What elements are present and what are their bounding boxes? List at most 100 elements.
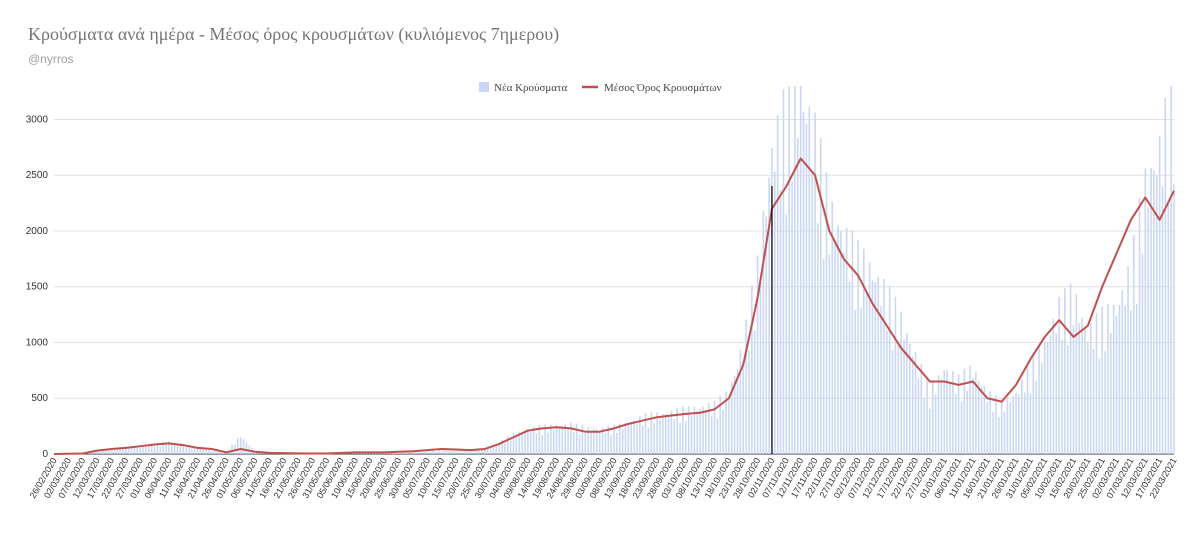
daily-bar (1112, 304, 1115, 454)
daily-bar (1012, 396, 1014, 454)
daily-bar (713, 400, 716, 454)
daily-bar (555, 425, 558, 454)
daily-bar (1052, 318, 1055, 454)
daily-bar (636, 424, 638, 454)
daily-bar (116, 448, 118, 454)
daily-bar (929, 408, 931, 454)
daily-bar (1121, 290, 1124, 454)
daily-bar (1098, 358, 1101, 454)
daily-bar (676, 407, 678, 454)
daily-bar (541, 435, 543, 454)
daily-bar (443, 449, 446, 454)
daily-bar (162, 441, 164, 454)
daily-bar (145, 444, 147, 454)
daily-bar (848, 281, 851, 454)
daily-bar (535, 433, 538, 454)
legend-label-bars: Νέα Κρούσματα (494, 82, 567, 94)
daily-bar (834, 240, 836, 454)
daily-bar (512, 432, 515, 454)
daily-bar (926, 379, 928, 454)
daily-bar (791, 181, 793, 454)
chart-subtitle: @nyrros (28, 52, 74, 66)
daily-bar (570, 422, 572, 454)
daily-bar (575, 423, 578, 454)
daily-bar (216, 450, 219, 454)
daily-bar (1118, 305, 1121, 454)
daily-bar (943, 370, 946, 454)
daily-bar (762, 211, 765, 454)
daily-bar (259, 452, 262, 454)
daily-bar (237, 438, 239, 454)
daily-bar (1055, 333, 1058, 454)
daily-bar (409, 452, 411, 454)
daily-bar (825, 172, 828, 454)
legend-swatch-bars (479, 82, 489, 92)
daily-bar (185, 446, 187, 454)
daily-bar (1110, 333, 1112, 454)
daily-bar (1029, 393, 1032, 454)
daily-bar (647, 427, 650, 454)
daily-bar (797, 138, 799, 455)
daily-bar (1046, 341, 1049, 454)
daily-bar (877, 277, 879, 454)
moving-average-line (53, 157, 1175, 455)
daily-bar (633, 420, 635, 454)
daily-bar (883, 278, 885, 454)
daily-bar (725, 391, 727, 454)
daily-bar (897, 342, 900, 454)
daily-bar (142, 445, 144, 454)
daily-bar (653, 422, 655, 454)
daily-bar (716, 418, 719, 454)
daily-bar (1141, 253, 1144, 454)
daily-bar (1153, 170, 1155, 454)
daily-bar (446, 450, 449, 454)
daily-bar (400, 452, 403, 454)
daily-bar (779, 190, 782, 454)
daily-bar (1009, 402, 1012, 454)
daily-bar (598, 431, 601, 454)
daily-bar (664, 414, 667, 454)
daily-bar (581, 425, 584, 454)
daily-bar (196, 448, 199, 454)
daily-bar (808, 107, 811, 454)
daily-bar (1155, 175, 1158, 454)
daily-bar (461, 449, 463, 454)
daily-bar (104, 448, 107, 454)
daily-bar (1084, 326, 1086, 454)
daily-bar (506, 436, 509, 454)
y-tick-label: 0 (42, 449, 48, 460)
daily-bar (504, 443, 506, 454)
daily-bar (125, 445, 127, 454)
daily-bar (607, 425, 610, 454)
daily-bar (828, 254, 831, 454)
daily-bar (1021, 379, 1023, 454)
daily-bar (107, 448, 110, 454)
daily-bar (173, 443, 176, 454)
daily-bar (501, 440, 503, 454)
daily-bar (851, 231, 854, 454)
daily-bar (489, 446, 492, 454)
daily-bar (934, 394, 937, 454)
daily-bar (412, 452, 414, 454)
daily-bar (102, 449, 104, 454)
daily-bar (980, 387, 983, 454)
daily-bar (768, 177, 770, 454)
daily-bar (432, 450, 434, 454)
daily-bar (914, 352, 917, 454)
daily-bar (730, 382, 733, 454)
daily-bar (1092, 349, 1095, 454)
daily-bar (1115, 315, 1118, 454)
daily-bar (469, 449, 472, 454)
daily-bar (1150, 168, 1152, 454)
daily-bar (624, 423, 627, 454)
daily-bar (805, 123, 808, 455)
daily-bar (159, 446, 162, 454)
daily-bar (670, 410, 673, 454)
daily-bar (1066, 345, 1069, 454)
daily-bar (435, 451, 437, 454)
daily-bar (909, 343, 911, 454)
daily-bar (1170, 86, 1172, 454)
daily-bar (917, 378, 920, 454)
daily-bar (891, 350, 894, 454)
daily-bar (202, 448, 205, 454)
